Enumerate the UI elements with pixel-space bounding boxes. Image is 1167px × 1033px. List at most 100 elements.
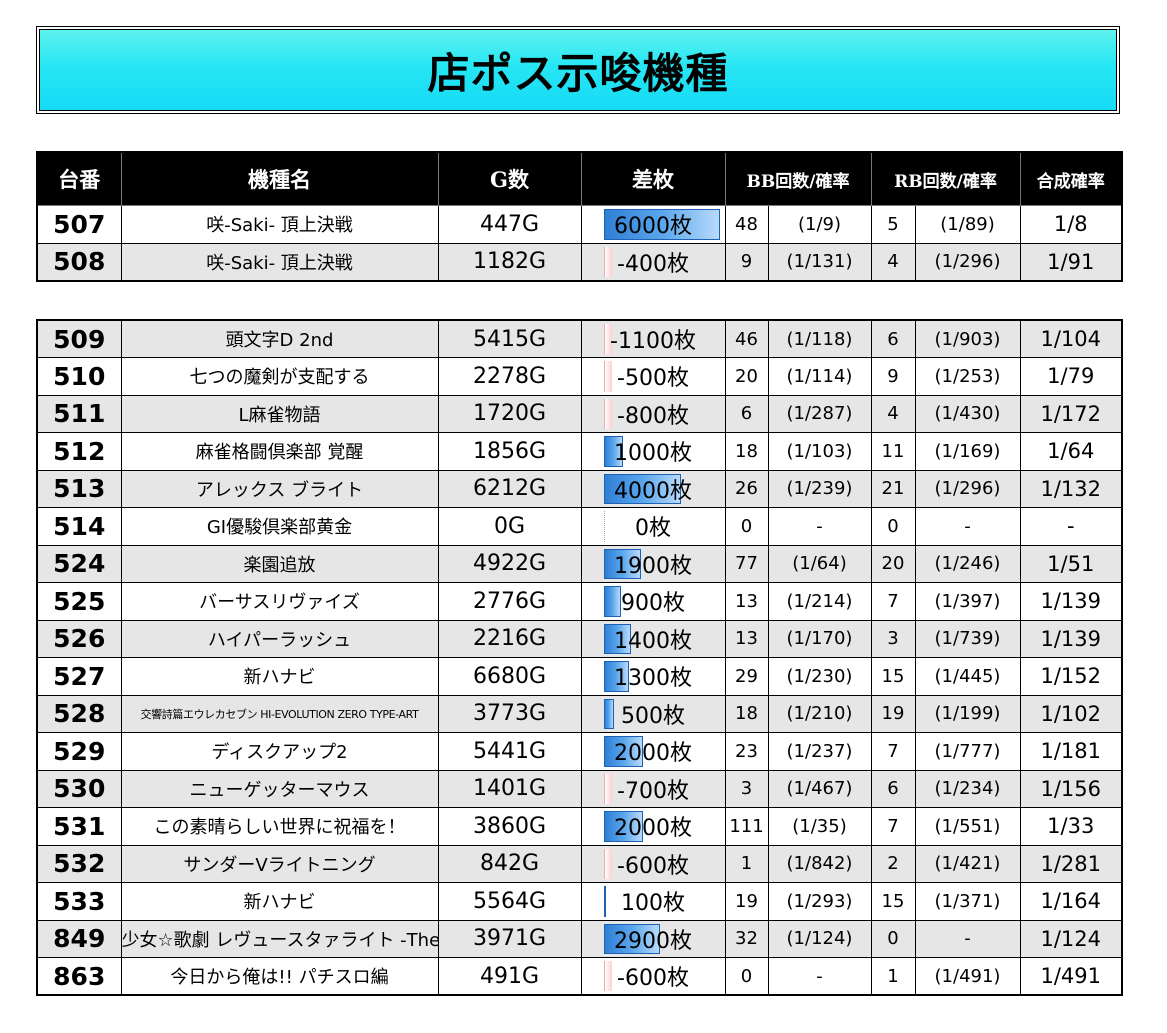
machine-number: 509	[36, 319, 122, 358]
bb-probability: (1/293)	[767, 882, 872, 921]
title-banner: 店ポス示唆機種	[36, 26, 1120, 114]
game-count: 842G	[437, 844, 582, 883]
diff-value: 1400枚	[614, 628, 692, 654]
diff-bar	[603, 586, 621, 617]
bb-count: 1	[724, 844, 769, 883]
diff-value: 1900枚	[614, 553, 692, 579]
coin-difference: -1100枚	[580, 319, 726, 358]
rb-probability: (1/491)	[914, 957, 1021, 996]
rb-probability: (1/421)	[914, 844, 1021, 883]
header-row: 台番 機種名 G数 差枚 BB回数/確率 RB回数/確率 合成確率	[36, 151, 1123, 206]
table-row: 509 頭文字D 2nd 5415G -1100枚 46 (1/118) 6 (1/903) 1…	[36, 319, 1123, 358]
game-count: 6680G	[437, 657, 582, 696]
machine-number: 526	[36, 619, 122, 658]
diff-bar	[603, 886, 606, 917]
combined-probability: 1/139	[1019, 582, 1123, 621]
bb-probability: (1/35)	[767, 807, 872, 846]
machine-number: 512	[36, 432, 122, 471]
game-count: 5441G	[437, 732, 582, 771]
bb-probability: (1/237)	[767, 732, 872, 771]
diff-bar	[603, 811, 643, 842]
rb-count: 21	[870, 469, 916, 508]
bb-probability: (1/124)	[767, 919, 872, 958]
machine-number: 531	[36, 807, 122, 846]
machine-name: ハイパーラッシュ	[120, 619, 439, 658]
rb-count: 6	[870, 769, 916, 808]
machine-table-top: 台番 機種名 G数 差枚 BB回数/確率 RB回数/確率 合成確率 507 咲-S…	[36, 151, 1124, 282]
diff-value: 1000枚	[614, 441, 692, 467]
coin-difference: 1900枚	[580, 544, 726, 583]
coin-difference: 6000枚	[580, 205, 726, 244]
header-machine-name: 機種名	[120, 151, 439, 206]
table-row: 533 新ハナビ 5564G 100枚 19 (1/293) 15 (1/371) 1/164	[36, 882, 1123, 921]
diff-value: -700枚	[617, 778, 689, 804]
bb-count: 18	[724, 432, 769, 471]
machine-name: 交響詩篇エウレカセブン HI-EVOLUTION ZERO TYPE-ART	[120, 694, 439, 733]
game-count: 447G	[437, 205, 582, 244]
coin-difference: 4000枚	[580, 469, 726, 508]
table-row: 508 咲-Saki- 頂上決戦 1182G -400枚 9 (1/131) 4 (1/296…	[36, 242, 1123, 281]
bb-count: 29	[724, 657, 769, 696]
machine-name: 咲-Saki- 頂上決戦	[120, 205, 439, 244]
diff-value: -1100枚	[610, 329, 696, 354]
machine-name: GI優駿倶楽部黄金	[120, 507, 439, 546]
diff-bar	[603, 736, 643, 767]
table-row: 513 アレックス ブライト 6212G 4000枚 26 (1/239) 21 (1/296…	[36, 469, 1123, 508]
combined-probability: 1/91	[1019, 242, 1123, 281]
game-count: 1401G	[437, 769, 582, 808]
table-row: 531 この素晴らしい世界に祝福を！ 3860G 2000枚 111 (1/35) 7 (1/…	[36, 807, 1123, 846]
diff-bar	[603, 209, 720, 240]
machine-number: 533	[36, 882, 122, 921]
header-machine-no: 台番	[36, 151, 122, 206]
coin-difference: 900枚	[580, 582, 726, 621]
table-row: 511 L麻雀物語 1720G -800枚 6 (1/287) 4 (1/430) 1/172	[36, 394, 1123, 433]
coin-difference: -500枚	[580, 357, 726, 396]
machine-name: 新ハナビ	[120, 882, 439, 921]
bb-count: 13	[724, 619, 769, 658]
coin-difference: 1300枚	[580, 657, 726, 696]
header-combined: 合成確率	[1019, 151, 1123, 206]
machine-name: ディスクアップ2	[120, 732, 439, 771]
coin-difference: -600枚	[580, 844, 726, 883]
diff-value: -400枚	[617, 251, 689, 277]
combined-probability: 1/172	[1019, 394, 1123, 433]
bb-probability: (1/239)	[767, 469, 872, 508]
diff-bar	[603, 848, 612, 879]
combined-probability: 1/132	[1019, 469, 1123, 508]
diff-value: -600枚	[617, 853, 689, 879]
rb-count: 15	[870, 657, 916, 696]
bb-count: 0	[724, 507, 769, 546]
bb-probability: (1/467)	[767, 769, 872, 808]
machine-table-bottom: 509 頭文字D 2nd 5415G -1100枚 46 (1/118) 6 (1/903) 1…	[36, 319, 1123, 996]
game-count: 1182G	[437, 242, 582, 281]
combined-probability: 1/156	[1019, 769, 1123, 808]
combined-probability: 1/139	[1019, 619, 1123, 658]
game-count: 2278G	[437, 357, 582, 396]
machine-number: 508	[36, 242, 122, 281]
diff-bar	[603, 923, 660, 954]
coin-difference: -400枚	[580, 242, 726, 281]
diff-bar	[603, 398, 612, 429]
bb-count: 20	[724, 357, 769, 396]
machine-name: バーサスリヴァイズ	[120, 582, 439, 621]
combined-probability: 1/181	[1019, 732, 1123, 771]
diff-value: 2000枚	[614, 816, 692, 842]
header-diff: 差枚	[580, 151, 726, 206]
bb-count: 46	[724, 319, 769, 358]
rb-count: 6	[870, 319, 916, 358]
game-count: 1720G	[437, 394, 582, 433]
diff-value: -500枚	[617, 366, 689, 392]
coin-difference: -800枚	[580, 394, 726, 433]
rb-count: 2	[870, 844, 916, 883]
bb-probability: (1/230)	[767, 657, 872, 696]
bb-count: 18	[724, 694, 769, 733]
bb-probability: -	[767, 957, 872, 996]
combined-probability: 1/152	[1019, 657, 1123, 696]
table-row: 525 バーサスリヴァイズ 2776G 900枚 13 (1/214) 7 (1/397) 1/…	[36, 582, 1123, 621]
rb-probability: (1/234)	[914, 769, 1021, 808]
diff-value: 100枚	[621, 891, 685, 917]
title-banner-inner: 店ポス示唆機種	[39, 29, 1117, 111]
bb-count: 111	[724, 807, 769, 846]
machine-number: 524	[36, 544, 122, 583]
diff-bar	[603, 661, 629, 692]
